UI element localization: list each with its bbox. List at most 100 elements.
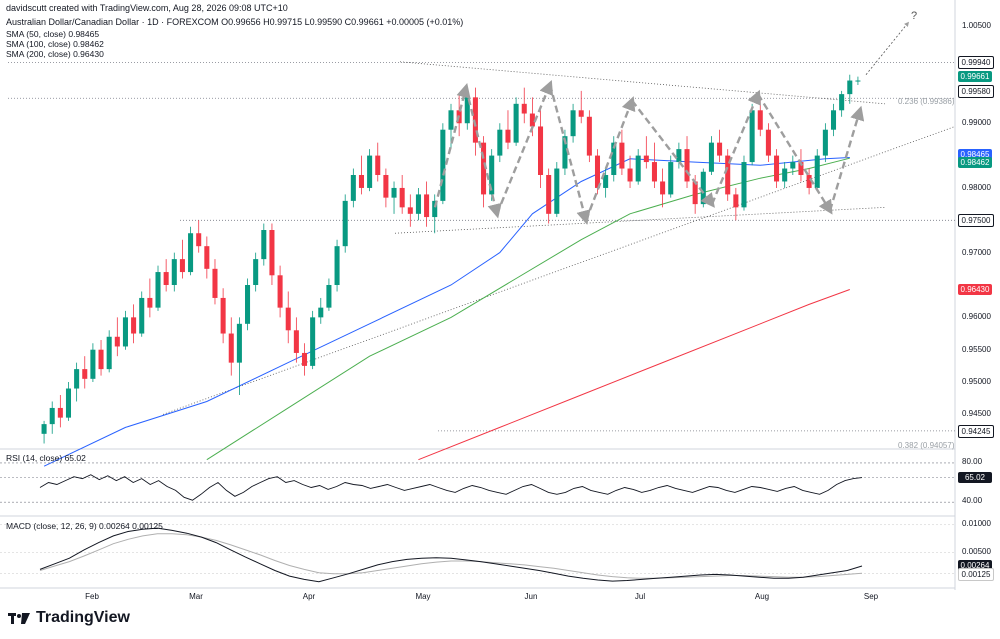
candle-body	[65, 388, 72, 418]
candle	[310, 310, 316, 370]
candle-body	[586, 116, 592, 156]
candle-body	[253, 259, 259, 285]
candle-body	[676, 149, 682, 163]
candle-body	[41, 424, 47, 434]
candle	[358, 155, 364, 195]
candle-body	[570, 110, 576, 137]
candle-body	[269, 230, 275, 276]
candle-body	[106, 336, 112, 370]
candle	[660, 168, 666, 208]
candle	[204, 236, 210, 279]
candle	[570, 103, 576, 143]
candle-body	[293, 330, 299, 353]
macd-tick-label: 0.00264	[958, 559, 992, 571]
price-tick-label: 0.98000	[962, 182, 991, 192]
candle-body	[635, 155, 641, 182]
candle-body	[326, 285, 332, 308]
candle-body	[171, 259, 177, 285]
fib-label-0382: 0.382 (0.94057)	[898, 441, 955, 450]
candle-body	[391, 187, 397, 198]
price-tick-label: 0.99000	[962, 118, 991, 128]
candle-body	[774, 155, 780, 182]
candle	[822, 123, 828, 163]
candle-body	[399, 187, 405, 208]
candle-body	[196, 233, 202, 247]
candle-body	[521, 103, 527, 114]
candle-body	[155, 272, 161, 308]
candle	[334, 239, 340, 292]
candle	[318, 297, 324, 324]
candle	[611, 136, 617, 182]
candle	[122, 310, 128, 350]
candle	[383, 168, 389, 208]
candle-body	[749, 110, 755, 163]
question-mark-annotation: ?	[911, 10, 918, 22]
candle	[806, 168, 812, 195]
candle-body	[147, 297, 153, 308]
candle	[301, 343, 308, 376]
candle-body	[318, 307, 324, 318]
candle	[147, 278, 153, 318]
projection-arrow	[865, 21, 910, 75]
candle	[188, 226, 194, 276]
candle	[131, 304, 137, 344]
sma-lines	[43, 157, 850, 467]
candle	[293, 317, 299, 363]
candle-body	[708, 142, 714, 172]
candle	[212, 259, 218, 305]
macd-tick-label: 0.01000	[962, 518, 991, 528]
candle	[627, 155, 633, 188]
price-tag-green: 0.98462	[958, 157, 992, 169]
candle	[855, 76, 861, 86]
macd-tick-label: 0.00500	[962, 546, 991, 556]
macd-tick-label: 0.00125	[958, 567, 994, 581]
time-tick-label: Sep	[863, 592, 879, 601]
tradingview-logo[interactable]: TradingView	[8, 609, 130, 627]
candle	[65, 382, 72, 421]
candle	[782, 162, 788, 188]
candle	[196, 220, 202, 253]
candle	[407, 194, 413, 227]
price-tag-green: 0.99661	[958, 71, 992, 83]
candle	[415, 187, 421, 221]
candle-body	[505, 129, 511, 143]
candle	[171, 252, 177, 292]
candle-body	[220, 297, 226, 334]
horizontal-levels	[8, 62, 955, 432]
candlesticks	[41, 74, 861, 444]
macd-signal-line	[39, 533, 863, 579]
candle	[676, 142, 682, 169]
price-tag-white: 0.99940	[958, 56, 994, 70]
candle-body	[668, 162, 674, 195]
candle-body	[74, 369, 80, 389]
pattern-arrows	[433, 21, 910, 225]
symbol-ohlc-line: Australian Dollar/Canadian Dollar · 1D ·…	[6, 17, 464, 27]
price-tick-label: 0.95500	[962, 344, 991, 354]
pattern-arrow	[495, 79, 554, 215]
candle	[82, 356, 88, 389]
pattern-arrow	[548, 84, 591, 225]
candle-body	[163, 272, 169, 285]
price-tick-label: 1.00500	[962, 21, 991, 31]
candle-body	[660, 181, 666, 195]
candle-body	[188, 233, 194, 273]
candle-body	[765, 129, 771, 156]
candle	[98, 340, 104, 376]
candle-body	[619, 142, 625, 169]
candle	[668, 155, 674, 198]
pattern-arrow	[828, 105, 865, 211]
candle	[74, 362, 80, 402]
candle-body	[342, 200, 348, 247]
price-tag-red: 0.96430	[958, 283, 992, 295]
candle	[342, 194, 348, 253]
candle	[717, 129, 723, 163]
candle-body	[546, 175, 552, 214]
candle-body	[407, 207, 413, 214]
candle-body	[489, 155, 495, 195]
time-tick-label: Jun	[524, 592, 538, 601]
candle	[253, 252, 259, 292]
trendline	[394, 206, 886, 234]
candle-body	[855, 80, 861, 82]
candle	[456, 94, 462, 137]
